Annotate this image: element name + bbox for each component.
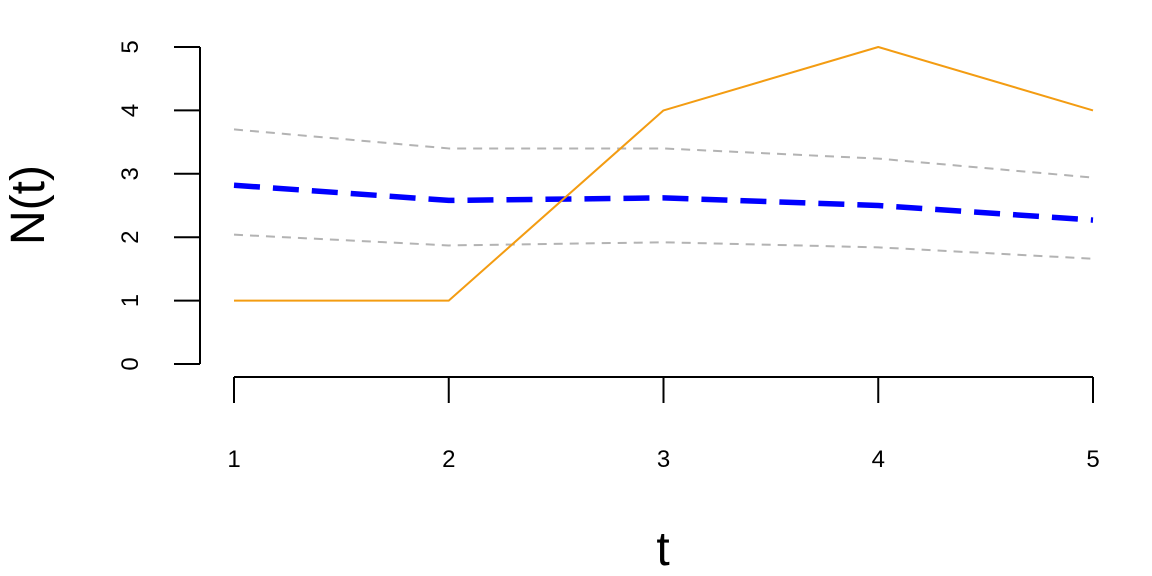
y-axis-title: N(t) [2,165,55,245]
series-line-lower-band [233,233,1094,260]
y-tick-label-3: 3 [117,167,144,180]
series-line-mean [233,182,1094,223]
x-tick-label-4: 4 [872,446,885,473]
x-axis: 1 2 3 4 5 [227,376,1100,473]
x-tick-label-1: 1 [227,446,240,473]
y-tick-label-2: 2 [117,231,144,244]
x-axis-title: t [656,523,669,576]
x-tick-label-3: 3 [657,446,670,473]
plot-area [233,46,1094,302]
y-axis: 0 1 2 3 4 5 [117,40,201,371]
y-tick-label-4: 4 [117,104,144,117]
y-tick-label-0: 0 [117,357,144,370]
y-tick-label-5: 5 [117,40,144,53]
y-tick-label-1: 1 [117,294,144,307]
series-line-observed [234,46,1094,302]
x-tick-label-5: 5 [1086,446,1099,473]
series-line-upper-band [233,128,1094,179]
x-tick-label-2: 2 [442,446,455,473]
